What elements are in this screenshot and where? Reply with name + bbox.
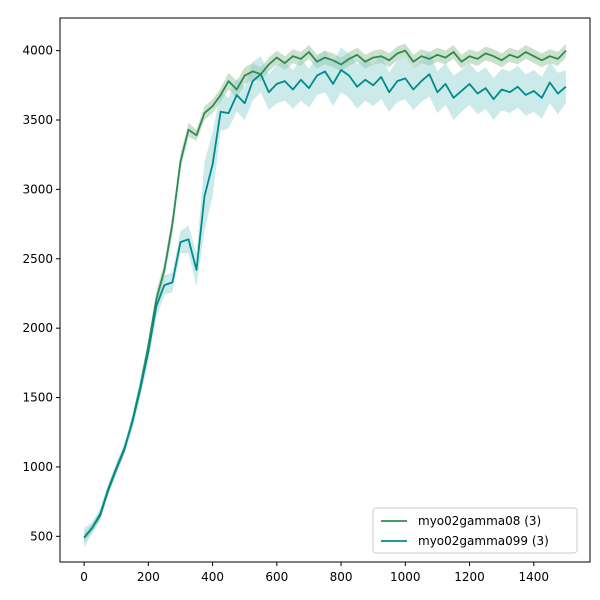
x-tick-label: 1000 <box>390 570 421 584</box>
confidence-band-series-2 <box>84 47 566 548</box>
y-tick-label: 4000 <box>22 44 53 58</box>
legend-label-series-2: myo02gamma099 (3) <box>418 534 549 548</box>
y-tick-label: 3000 <box>22 182 53 196</box>
y-tick-label: 1500 <box>22 391 53 405</box>
plot-frame <box>59 17 591 563</box>
y-tick-label: 2000 <box>22 321 53 335</box>
series-line-2 <box>83 69 567 539</box>
legend-label-series-1: myo02gamma08 (3) <box>418 514 541 528</box>
x-tick-label: 600 <box>265 570 288 584</box>
x-tick-label: 800 <box>330 570 353 584</box>
x-tick-label: 400 <box>201 570 224 584</box>
series-lines <box>83 49 567 539</box>
legend-box <box>372 507 578 554</box>
y-tick-label: 1000 <box>22 460 53 474</box>
y-tick-label: 2500 <box>22 252 53 266</box>
x-tick-label: 1400 <box>519 570 550 584</box>
x-tick-label: 1200 <box>454 570 485 584</box>
series-line-1 <box>83 49 567 539</box>
x-tick-label: 200 <box>137 570 160 584</box>
x-axis: 0 200 400 600 800 1000 1200 1400 <box>80 562 549 584</box>
confidence-bands <box>84 43 566 548</box>
y-tick-label: 500 <box>30 529 53 543</box>
y-axis: 500 1000 1500 2000 2500 3000 3500 4000 <box>22 44 60 543</box>
x-tick-label: 0 <box>80 570 88 584</box>
y-tick-label: 3500 <box>22 113 53 127</box>
legend: myo02gamma08 (3) myo02gamma099 (3) <box>372 507 578 554</box>
